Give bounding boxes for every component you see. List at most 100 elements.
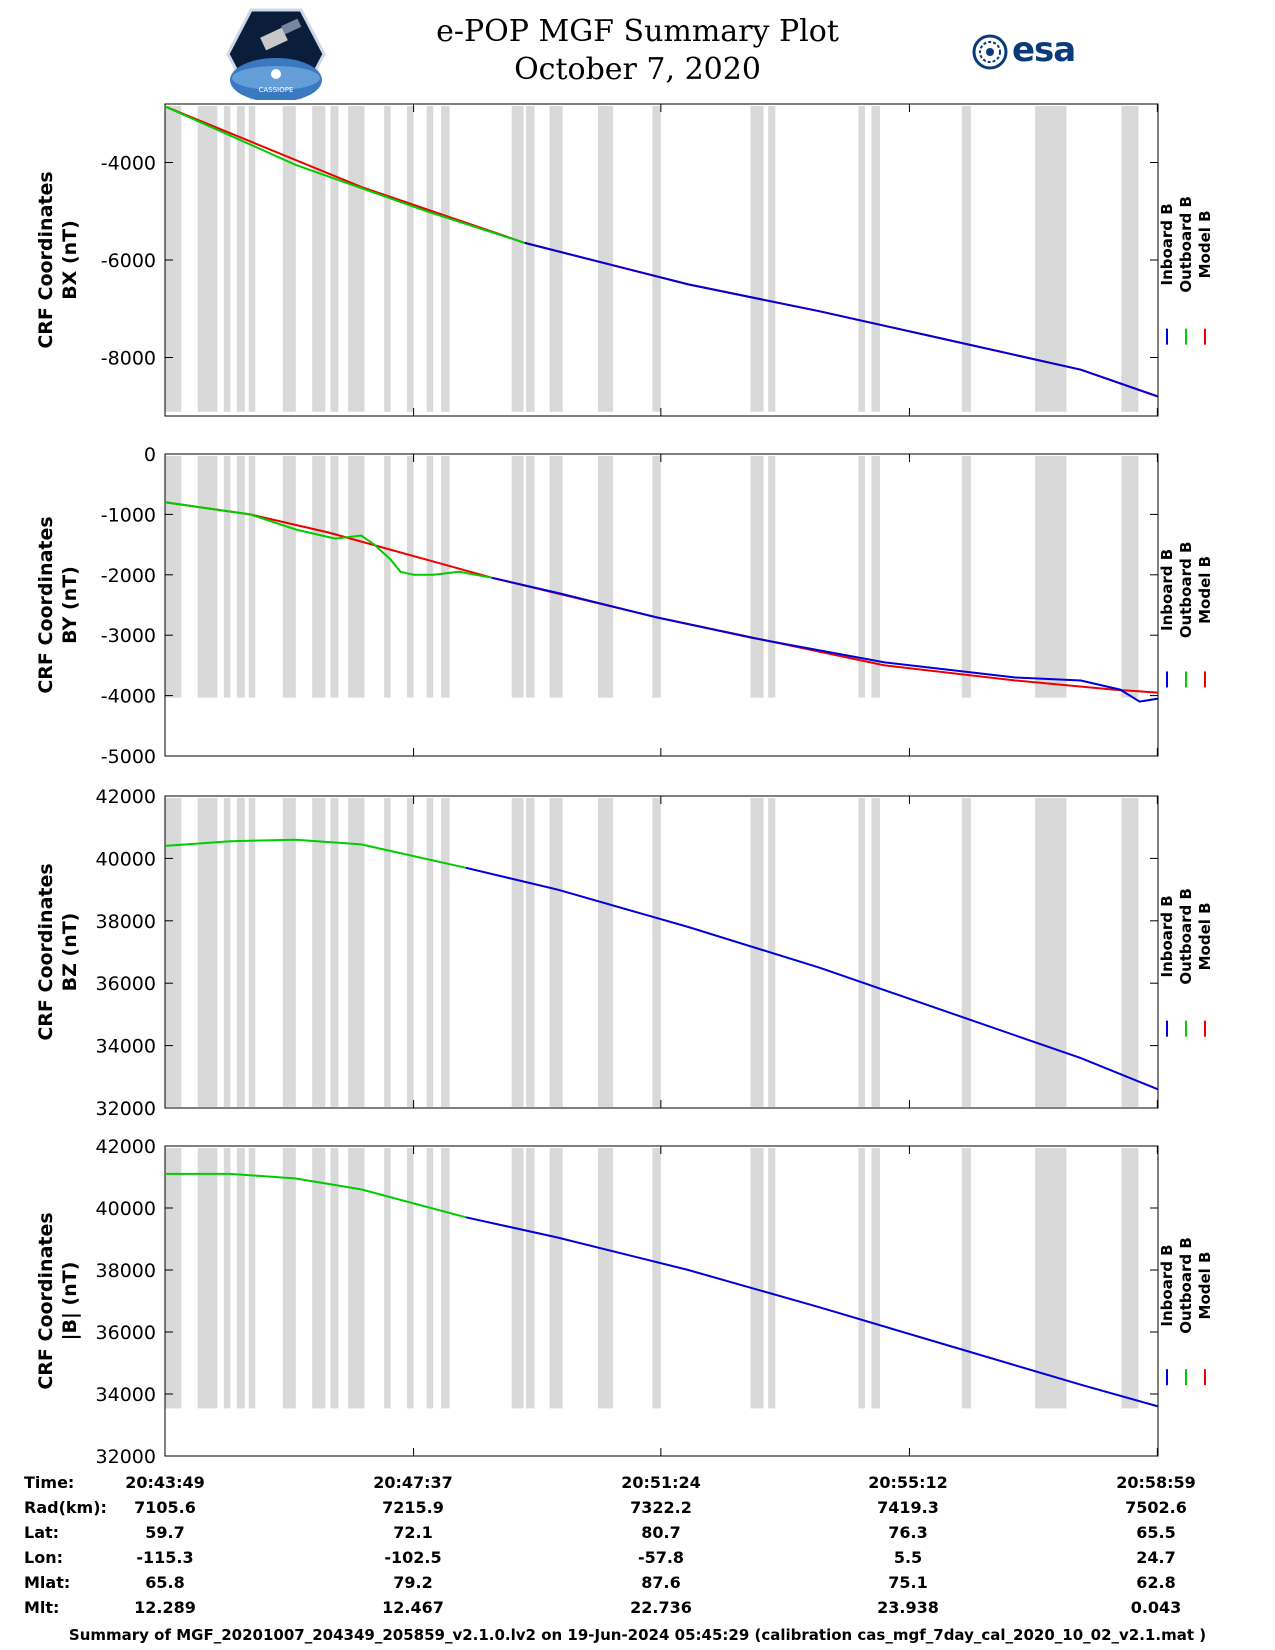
data-gap-band — [384, 106, 391, 412]
data-gap-band — [165, 456, 182, 698]
data-gap-band — [511, 106, 524, 412]
data-gap-band — [858, 1148, 865, 1409]
info-value: 59.7 — [145, 1523, 185, 1542]
info-value: 62.8 — [1136, 1573, 1176, 1592]
data-gap-band — [197, 1148, 218, 1409]
y-tick-label: 38000 — [96, 1260, 156, 1282]
data-gap-band — [407, 106, 414, 412]
data-gap-band — [348, 1148, 365, 1409]
data-gap-band — [858, 106, 865, 412]
info-value: 12.289 — [134, 1598, 196, 1617]
y-tick-label: -3000 — [101, 625, 156, 647]
info-label: Time: — [24, 1473, 75, 1492]
info-value: 12.467 — [382, 1598, 444, 1617]
data-gap-band — [426, 106, 434, 412]
y-tick-label: -8000 — [101, 348, 156, 370]
data-gap-band — [511, 456, 524, 698]
footer-caption: Summary of MGF_20201007_204349_205859_v2… — [68, 1626, 1207, 1644]
y-tick-label: 34000 — [96, 1384, 156, 1406]
info-label: Lat: — [24, 1523, 60, 1542]
data-gap-band — [330, 456, 339, 698]
info-value: 20:47:37 — [373, 1473, 453, 1492]
info-value: 79.2 — [393, 1573, 433, 1592]
y-tick-label: 42000 — [96, 1136, 156, 1158]
series-line-outboard-b — [164, 105, 526, 244]
info-value: 20:43:49 — [125, 1473, 205, 1492]
y-tick-label: 42000 — [96, 786, 156, 808]
y-axis-unit-label: |B| (nT) — [59, 1262, 81, 1341]
legend-label: Inboard B — [1158, 549, 1176, 631]
data-gap-band — [197, 456, 218, 698]
y-tick-label: 38000 — [96, 911, 156, 933]
info-label: Mlt: — [24, 1598, 60, 1617]
info-value: 5.5 — [893, 1548, 923, 1567]
data-gap-band — [426, 798, 434, 1107]
data-gap-band — [1121, 456, 1139, 698]
info-label: Rad(km): — [24, 1498, 107, 1517]
data-gap-band — [526, 798, 535, 1107]
info-value: 7105.6 — [134, 1498, 196, 1517]
data-gap-band — [441, 798, 450, 1107]
data-gap-band — [223, 106, 231, 412]
panel-btotal: 42000 40000 38000 36000 34000 32000 CRF Coordi… — [35, 1136, 1214, 1468]
logo-caption: CASSIOPE — [259, 86, 294, 94]
data-gap-band — [348, 456, 365, 698]
data-gap-band — [426, 1148, 434, 1409]
series-line-inboard-b — [524, 241, 1159, 398]
data-gap-band — [1121, 798, 1139, 1107]
data-gap-band — [236, 798, 245, 1107]
data-gap-band — [384, 456, 391, 698]
header: CASSIOPE e-POP MGF Summary Plot October … — [0, 0, 1275, 100]
info-value: 20:51:24 — [621, 1473, 701, 1492]
data-gap-band — [768, 456, 776, 698]
legend-label: Outboard B — [1177, 888, 1195, 985]
y-tick-label: -4000 — [101, 686, 156, 708]
data-gap-band — [223, 456, 231, 698]
info-value: 7419.3 — [877, 1498, 939, 1517]
data-gap-band — [871, 456, 880, 698]
data-gap-band — [248, 1148, 256, 1409]
info-value: -115.3 — [136, 1548, 194, 1567]
legend-label: Outboard B — [1177, 542, 1195, 639]
data-gap-band — [549, 106, 563, 412]
page-title: e-POP MGF Summary Plot — [436, 14, 839, 49]
y-axis-unit-label: BZ (nT) — [59, 913, 81, 992]
data-gap-band — [598, 798, 614, 1107]
data-gap-band — [348, 798, 365, 1107]
info-label: Lon: — [24, 1548, 63, 1567]
series-line-outboard-b — [164, 838, 467, 869]
data-gap-band — [871, 106, 880, 412]
series-line-inboard-b — [491, 576, 1159, 703]
legend-label: Inboard B — [1158, 895, 1176, 977]
data-gap-band — [652, 1148, 661, 1409]
esa-logo-icon — [972, 34, 1008, 70]
data-gap-band — [1035, 798, 1067, 1107]
data-gap-band — [223, 798, 231, 1107]
info-value: 7215.9 — [382, 1498, 444, 1517]
data-gap-band — [652, 798, 661, 1107]
data-gap-band — [871, 798, 880, 1107]
data-gap-band — [652, 456, 661, 698]
y-axis-unit-label: BX (nT) — [59, 220, 81, 300]
data-gap-band — [407, 456, 414, 698]
series-line-outboard-b — [164, 501, 493, 579]
y-axis-label: CRF Coordinates — [35, 863, 57, 1040]
axes-frame-btotal — [164, 1145, 1159, 1457]
y-axis-label: CRF Coordinates — [35, 171, 57, 348]
data-gap-band — [348, 106, 365, 412]
info-label: Mlat: — [24, 1573, 71, 1592]
data-gap-band — [768, 1148, 776, 1409]
data-gap-band — [750, 798, 764, 1107]
data-gap-band — [197, 798, 218, 1107]
data-gap-band — [1035, 1148, 1067, 1409]
data-gap-band — [248, 456, 256, 698]
y-tick-label: 36000 — [96, 1322, 156, 1344]
info-value: 87.6 — [641, 1573, 681, 1592]
info-value: 24.7 — [1136, 1548, 1176, 1567]
info-value: -102.5 — [384, 1548, 442, 1567]
data-gap-band — [426, 456, 434, 698]
y-tick-label: -5000 — [101, 746, 156, 768]
info-value: 7322.2 — [630, 1498, 692, 1517]
data-gap-band — [871, 1148, 880, 1409]
